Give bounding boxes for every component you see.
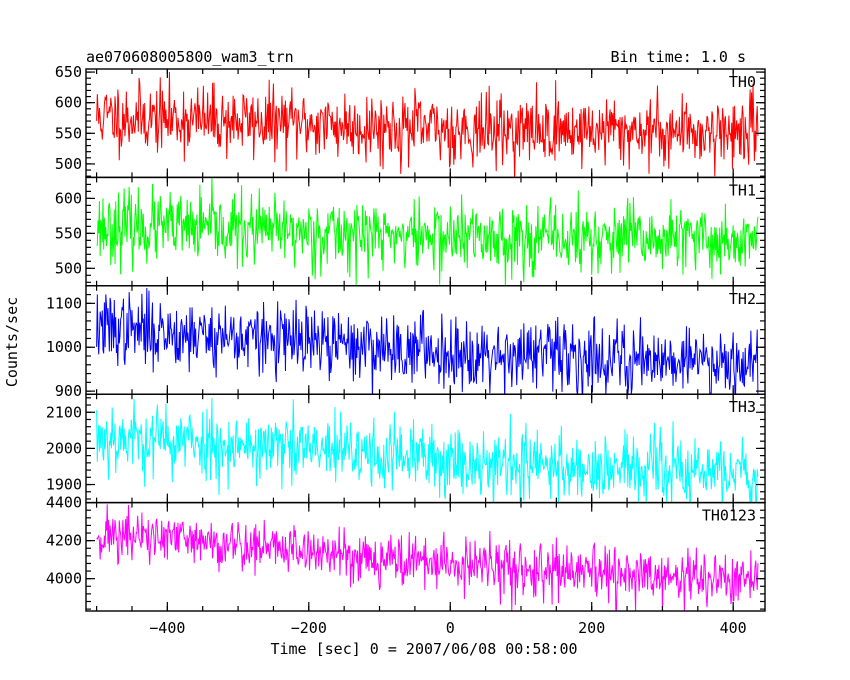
y-tick-label: 650 — [55, 63, 82, 81]
series-line-th0123 — [96, 504, 759, 612]
panel-th0123: 4000 4200 4400 TH0123 — [46, 494, 766, 612]
bin-time-label: Bin time: 1.0 s — [611, 48, 746, 66]
series-line-th0 — [96, 71, 759, 178]
panel-th2: 900 1000 1100 TH2 — [46, 285, 766, 400]
y-ticks — [86, 176, 765, 286]
y-tick-label: 1000 — [46, 338, 82, 356]
panel-frame — [85, 393, 766, 504]
series-label-th1: TH1 — [729, 181, 756, 199]
x-tick-label: −200 — [291, 619, 327, 637]
x-tick-label: 400 — [720, 619, 747, 637]
series-label-th0: TH0 — [729, 73, 756, 91]
y-tick-label: 500 — [55, 259, 82, 277]
y-ticks — [86, 394, 765, 503]
y-tick-label: 4400 — [46, 494, 82, 512]
y-tick-label: 550 — [55, 224, 82, 242]
y-tick-label: 2100 — [46, 403, 82, 421]
y-tick-label: 4000 — [46, 570, 82, 588]
y-ticks — [86, 285, 765, 395]
y-tick-label: 600 — [55, 189, 82, 207]
chart-title: ae070608005800_wam3_trn — [86, 48, 294, 66]
y-ticks — [86, 502, 765, 611]
y-tick-label: 550 — [55, 124, 82, 142]
series-label-th2: TH2 — [729, 290, 756, 308]
y-ticks — [86, 69, 765, 178]
y-tick-label: 4200 — [46, 532, 82, 550]
y-tick-label: 1100 — [46, 294, 82, 312]
x-tick-labels: −400 −200 0 200 400 — [149, 619, 746, 637]
panel-frame — [85, 501, 766, 612]
x-tick-label: 200 — [578, 619, 605, 637]
series-line-th1 — [96, 177, 759, 286]
y-tick-label: 600 — [55, 94, 82, 112]
panel-th3: 1900 2000 2100 TH3 — [46, 393, 766, 504]
series-line-th3 — [96, 397, 759, 503]
y-tick-label: 2000 — [46, 439, 82, 457]
series-label-th0123: TH0123 — [702, 507, 756, 525]
y-tick-label: 500 — [55, 155, 82, 173]
panel-th1: 500 550 600 TH1 — [55, 176, 766, 287]
panels-group: 500 550 600 650 TH0 500 550 600 TH1 900 1000 1100 TH… — [46, 63, 766, 612]
x-axis-label: Time [sec] 0 = 2007/06/08 00:58:00 — [270, 640, 577, 658]
panel-th0: 500 550 600 650 TH0 — [55, 63, 766, 179]
x-tick-label: −400 — [149, 619, 185, 637]
x-tick-label: 0 — [446, 619, 455, 637]
y-axis-label: Counts/sec — [3, 297, 21, 387]
y-tick-label: 900 — [55, 382, 82, 400]
series-label-th3: TH3 — [729, 398, 756, 416]
y-tick-label: 1900 — [46, 476, 82, 494]
series-line-th2 — [96, 287, 759, 395]
